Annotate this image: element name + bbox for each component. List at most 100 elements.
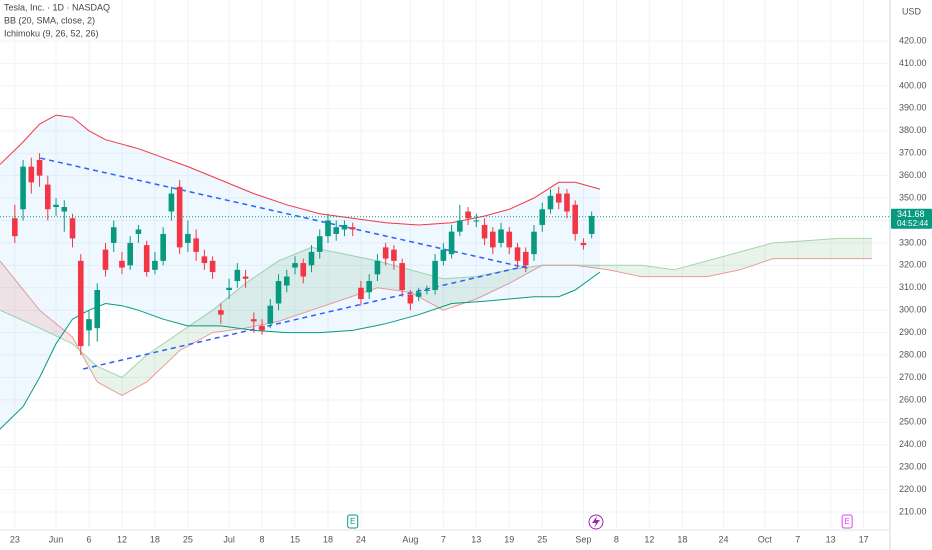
x-tick-label: 18 xyxy=(323,534,333,544)
candle-body xyxy=(481,224,488,239)
x-tick-label: 25 xyxy=(537,534,547,544)
candle-body xyxy=(242,276,249,279)
x-tick-label: 24 xyxy=(719,534,729,544)
x-tick-label: Jul xyxy=(223,534,235,544)
symbol-title: Tesla, Inc. · 1D · NASDAQ xyxy=(4,2,110,12)
candle-body xyxy=(234,269,241,282)
candle-body xyxy=(135,229,142,234)
cloud-fill xyxy=(674,260,708,277)
candle-body xyxy=(465,211,471,219)
cloud-fill xyxy=(773,240,806,259)
x-tick-label: 18 xyxy=(150,534,160,544)
candle-body xyxy=(86,319,92,331)
cloud-fill xyxy=(608,265,642,277)
candle-body xyxy=(226,287,232,291)
candle-body xyxy=(275,281,282,304)
last-price-box xyxy=(891,208,932,229)
y-tick-label: 390.00 xyxy=(899,103,927,113)
cloud-fill xyxy=(39,310,73,344)
cloud-fill xyxy=(805,238,839,259)
x-tick-label: 6 xyxy=(86,534,91,544)
candle-body xyxy=(308,251,315,266)
y-tick-label: 310.00 xyxy=(899,282,927,292)
cloud-fill xyxy=(641,265,675,277)
y-tick-label: 280.00 xyxy=(899,349,927,359)
x-tick-label: 8 xyxy=(614,534,619,544)
x-tick-label: 13 xyxy=(826,534,836,544)
x-tick-label: 7 xyxy=(441,534,446,544)
candle-body xyxy=(391,249,397,261)
y-tick-label: 360.00 xyxy=(899,170,927,180)
candle-body xyxy=(102,249,109,270)
cloud-fill xyxy=(146,332,180,382)
candle-body xyxy=(457,220,463,232)
y-tick-label: 300.00 xyxy=(899,305,927,315)
candle-body xyxy=(432,260,438,291)
candle-body xyxy=(267,305,274,324)
x-tick-label: Oct xyxy=(758,534,773,544)
y-tick-label: 240.00 xyxy=(899,439,927,449)
cloud-fill xyxy=(443,276,477,311)
candle-body xyxy=(152,260,158,270)
x-tick-label: Sep xyxy=(575,534,591,544)
candle-body xyxy=(143,245,150,273)
x-tick-label: 24 xyxy=(356,534,366,544)
cloud-fill xyxy=(179,310,213,351)
candle-body xyxy=(110,227,117,243)
candle-body xyxy=(168,193,175,212)
candle-body xyxy=(44,184,51,210)
last-price-label: 341.68 xyxy=(897,209,925,219)
candle-body xyxy=(28,166,35,183)
candle-body xyxy=(325,220,331,237)
cloud-fill xyxy=(97,366,122,396)
x-tick-label: 7 xyxy=(795,534,800,544)
candle-body xyxy=(176,186,183,248)
candle-body xyxy=(366,281,372,293)
y-tick-label: 270.00 xyxy=(899,372,927,382)
candle-body xyxy=(218,310,224,315)
candle-body xyxy=(572,204,579,234)
candle-body xyxy=(399,263,405,291)
candle-body xyxy=(53,204,59,208)
candle-body xyxy=(36,159,43,176)
bb-upper xyxy=(0,114,601,226)
trend-line xyxy=(40,157,528,269)
x-tick-label: 23 xyxy=(10,534,20,544)
candle-body xyxy=(20,166,26,210)
candle-body xyxy=(580,242,587,246)
x-tick-label: Jun xyxy=(49,534,64,544)
y-tick-label: 370.00 xyxy=(899,148,927,158)
cloud-fill xyxy=(122,355,147,396)
candle-body xyxy=(300,263,307,277)
candle-body xyxy=(489,231,496,248)
candle-body xyxy=(251,319,257,322)
candle-body xyxy=(69,218,76,239)
bb-fill xyxy=(0,115,600,430)
y-tick-label: 410.00 xyxy=(899,58,927,68)
candle-body xyxy=(555,193,562,203)
split-icon xyxy=(588,514,604,530)
candle-body xyxy=(374,260,381,275)
candle-body xyxy=(514,247,521,261)
x-tick-label: 12 xyxy=(644,534,654,544)
y-tick-label: 380.00 xyxy=(899,125,927,135)
indicator-label: Ichimoku (9, 26, 52, 26) xyxy=(4,28,99,38)
candle-body xyxy=(283,276,290,286)
y-tick-label: 230.00 xyxy=(899,462,927,472)
x-tick-label: 13 xyxy=(471,534,481,544)
cloud-fill xyxy=(707,251,740,277)
event-label: E xyxy=(350,517,355,526)
plot-area xyxy=(0,114,890,430)
cloud-fill xyxy=(311,247,345,311)
cloud-fill xyxy=(476,269,510,299)
cloud-fill xyxy=(740,242,773,270)
candle-body xyxy=(382,247,389,259)
y-tick-label: 320.00 xyxy=(899,260,927,270)
candle-body xyxy=(547,195,554,210)
candle-body xyxy=(424,290,430,292)
y-tick-label: 250.00 xyxy=(899,417,927,427)
candle-body xyxy=(77,260,84,347)
candle-body xyxy=(564,193,570,212)
ichimoku-span-b xyxy=(0,258,872,396)
